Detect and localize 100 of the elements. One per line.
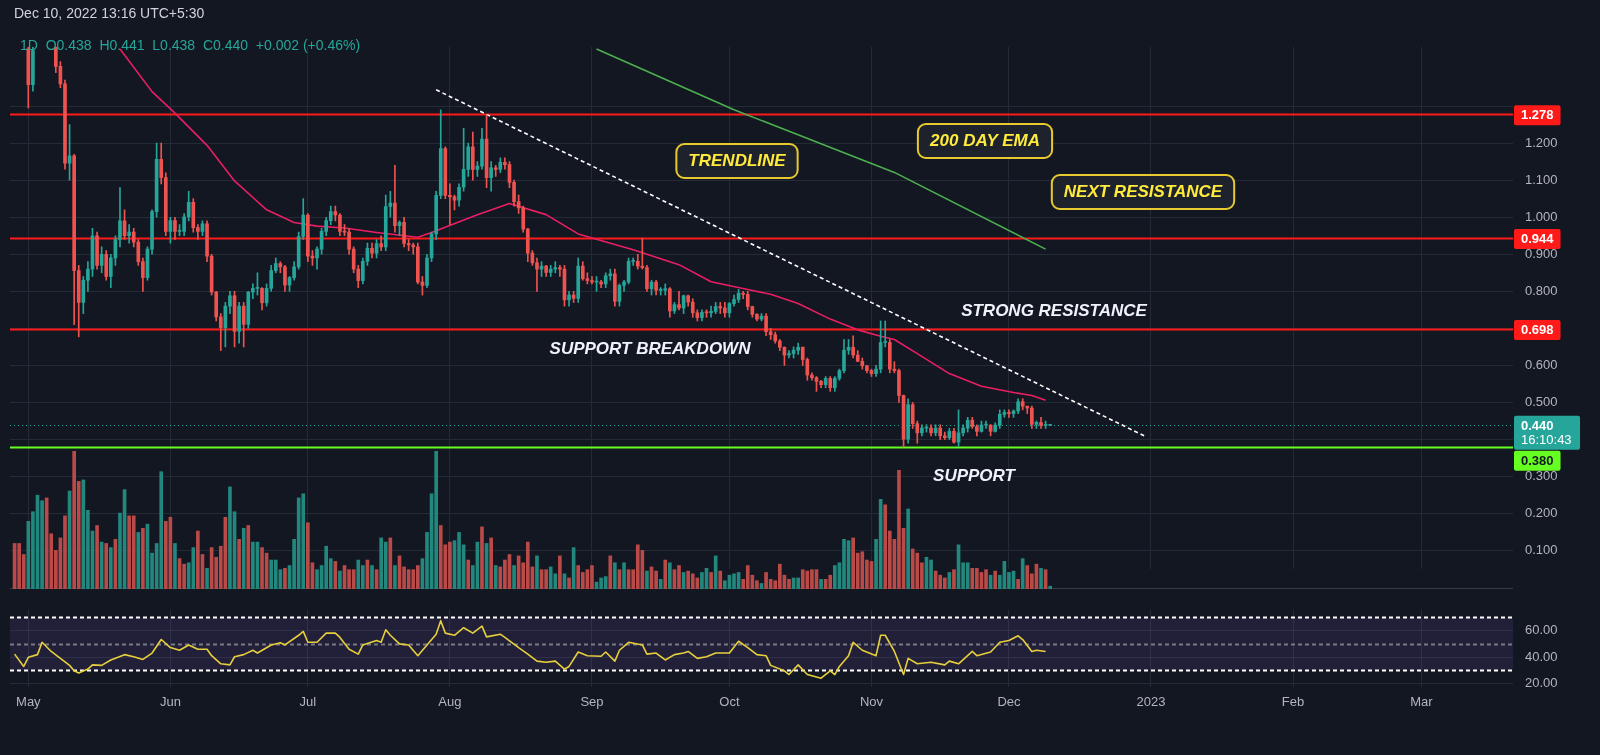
bar — [173, 543, 177, 589]
bar — [95, 525, 99, 589]
bar — [796, 577, 800, 589]
bar — [273, 559, 278, 589]
bar — [690, 573, 695, 589]
ref-line-label: 1.278 — [1521, 107, 1554, 123]
bar — [104, 543, 109, 589]
bar — [883, 504, 888, 589]
y-tick-label: 0.800 — [1525, 282, 1558, 298]
bar — [713, 555, 718, 589]
annotation: 200 DAY EMA — [929, 130, 1040, 150]
x-tick-label: May — [16, 694, 42, 710]
chart-title: 1D O0.438 H0.441 L0.438 C0.440 +0.002 (+0.46%) — [20, 37, 361, 53]
bar — [965, 562, 970, 589]
bar — [383, 541, 388, 589]
x-tick-label: Oct — [719, 694, 740, 710]
x-tick-label: Aug — [438, 694, 462, 710]
bar — [1048, 585, 1053, 589]
bar — [819, 579, 823, 589]
ref-line-label: 0.944 — [1521, 231, 1555, 247]
bar — [970, 567, 975, 589]
bar — [654, 570, 658, 589]
y-tick-label: 0.300 — [1525, 468, 1558, 484]
bar — [512, 565, 516, 589]
bar — [301, 493, 306, 589]
bar — [567, 577, 571, 589]
bar — [718, 570, 723, 589]
y-tick-label: 0.100 — [1525, 542, 1558, 558]
annotation: STRONG RESISTANCE — [961, 300, 1148, 320]
bar — [608, 555, 613, 589]
bar — [603, 576, 608, 589]
annotation: TRENDLINE — [688, 150, 787, 170]
bar — [480, 526, 484, 589]
bar — [260, 547, 264, 589]
bar — [613, 562, 617, 589]
bar — [356, 559, 361, 589]
bar — [196, 530, 200, 589]
bar — [622, 562, 626, 589]
bar — [324, 545, 329, 589]
bar — [645, 570, 649, 589]
bar — [535, 555, 539, 589]
bar — [159, 471, 164, 589]
bar — [993, 570, 998, 589]
bar — [438, 525, 443, 589]
annotation: NEXT RESISTANCE — [1063, 181, 1223, 201]
bar — [136, 532, 141, 589]
bar — [296, 497, 301, 589]
bar — [942, 577, 947, 589]
bar — [800, 569, 805, 589]
bar — [241, 527, 246, 589]
y-tick-label: 60.00 — [1525, 622, 1558, 638]
bar — [81, 479, 86, 589]
x-tick-label: Feb — [1281, 694, 1305, 710]
bar — [191, 547, 196, 589]
y-tick-label: 0.900 — [1525, 245, 1558, 261]
bar — [910, 548, 915, 589]
bar — [108, 547, 113, 589]
bar — [668, 562, 672, 589]
y-tick-label: 1.200 — [1525, 134, 1558, 150]
bar — [1016, 579, 1020, 589]
bar — [283, 567, 287, 589]
bar — [466, 559, 471, 589]
bar — [411, 569, 416, 589]
bar — [228, 486, 232, 589]
bar — [635, 544, 640, 589]
bar — [828, 574, 833, 589]
bar — [576, 565, 581, 589]
bar — [393, 565, 397, 589]
bar — [700, 572, 704, 589]
bar — [338, 570, 342, 589]
bar — [952, 569, 956, 589]
bar — [906, 508, 910, 589]
x-tick-label: 2023 — [1136, 694, 1166, 710]
bar — [63, 515, 67, 589]
bar — [929, 559, 933, 589]
bar — [842, 538, 846, 589]
y-tick-label: 0.600 — [1525, 357, 1558, 373]
bar — [548, 566, 553, 589]
bar — [663, 559, 668, 589]
bar — [938, 574, 943, 589]
x-tick-label: Sep — [580, 694, 604, 710]
ref-line-label: 0.440 — [1521, 417, 1554, 433]
bar — [457, 532, 461, 589]
y-tick-label: 0.500 — [1525, 394, 1558, 410]
bar — [787, 579, 791, 589]
ref-line-label: 0.698 — [1521, 322, 1554, 338]
bar — [764, 572, 768, 589]
bar — [237, 538, 241, 589]
x-tick-label: Jun — [159, 694, 181, 710]
bar — [141, 527, 145, 589]
bar — [984, 569, 988, 589]
y-tick-label: 1.100 — [1525, 171, 1558, 187]
bar — [558, 555, 562, 589]
bar — [163, 521, 168, 589]
bar — [832, 565, 837, 589]
bar — [590, 565, 594, 589]
bar — [131, 515, 136, 589]
bar — [205, 567, 209, 589]
bar — [269, 559, 274, 589]
bar — [315, 569, 319, 589]
